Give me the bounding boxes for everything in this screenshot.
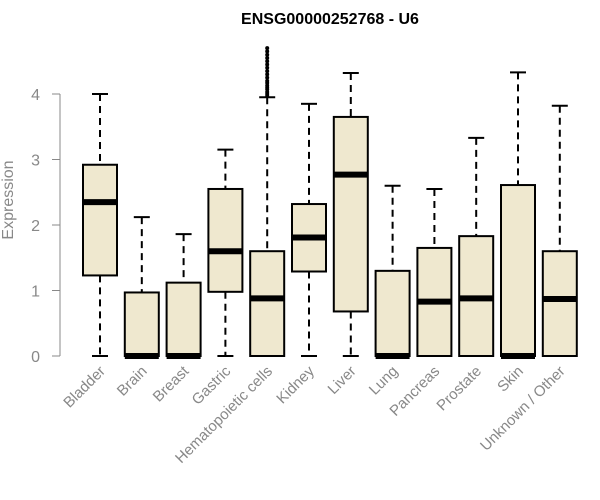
y-tick-label: 3 [31, 153, 40, 170]
outlier-point [265, 69, 270, 74]
box-prostate [458, 136, 495, 357]
iqr-box [500, 184, 536, 357]
box-gastric [207, 148, 244, 357]
outlier-point [265, 78, 270, 83]
outlier-point [265, 55, 270, 60]
outlier-point [265, 75, 270, 80]
iqr-box [123, 291, 160, 357]
iqr-box [374, 269, 411, 358]
outlier-point [265, 62, 270, 67]
iqr-box [82, 163, 118, 277]
x-tick-label: Prostate [433, 363, 485, 415]
iqr-box [541, 250, 578, 357]
outlier-point [265, 52, 270, 57]
outlier-point [265, 59, 270, 64]
x-tick-label: Bladder [60, 363, 109, 412]
y-tick-label: 2 [31, 218, 40, 235]
box-unknown-other [541, 104, 578, 357]
iqr-box [332, 115, 369, 313]
box-breast [165, 233, 202, 359]
box-lung [374, 184, 411, 359]
x-tick-label: Skin [494, 363, 527, 396]
chart-title: ENSG00000252768 - U6 [241, 11, 419, 28]
box-skin [500, 71, 536, 359]
y-axis: 0 1 2 3 4 [31, 87, 61, 366]
iqr-box [249, 250, 286, 357]
box-liver [332, 72, 369, 357]
x-tick-label: Liver [325, 363, 360, 398]
x-tick-label: Breast [150, 362, 193, 405]
box-bladder [82, 93, 118, 357]
outlier-point [265, 49, 270, 54]
x-tick-label: Brain [114, 363, 151, 400]
y-tick-label: 0 [31, 349, 40, 366]
y-tick-label: 1 [31, 284, 40, 301]
box-brain [123, 216, 160, 359]
outlier-point [265, 65, 270, 70]
iqr-box [207, 187, 244, 293]
y-axis-label: Expression [0, 160, 17, 239]
y-tick-label: 4 [31, 87, 40, 104]
iqr-box [165, 281, 202, 358]
x-tick-label: Lung [366, 363, 402, 399]
box-hematopoietic-cells [249, 46, 286, 357]
outlier-point [265, 46, 270, 51]
outlier-point [265, 72, 270, 77]
x-tick-label: Kidney [273, 362, 318, 407]
box-kidney [291, 102, 327, 357]
box-pancreas [416, 187, 453, 357]
boxes [82, 46, 578, 359]
